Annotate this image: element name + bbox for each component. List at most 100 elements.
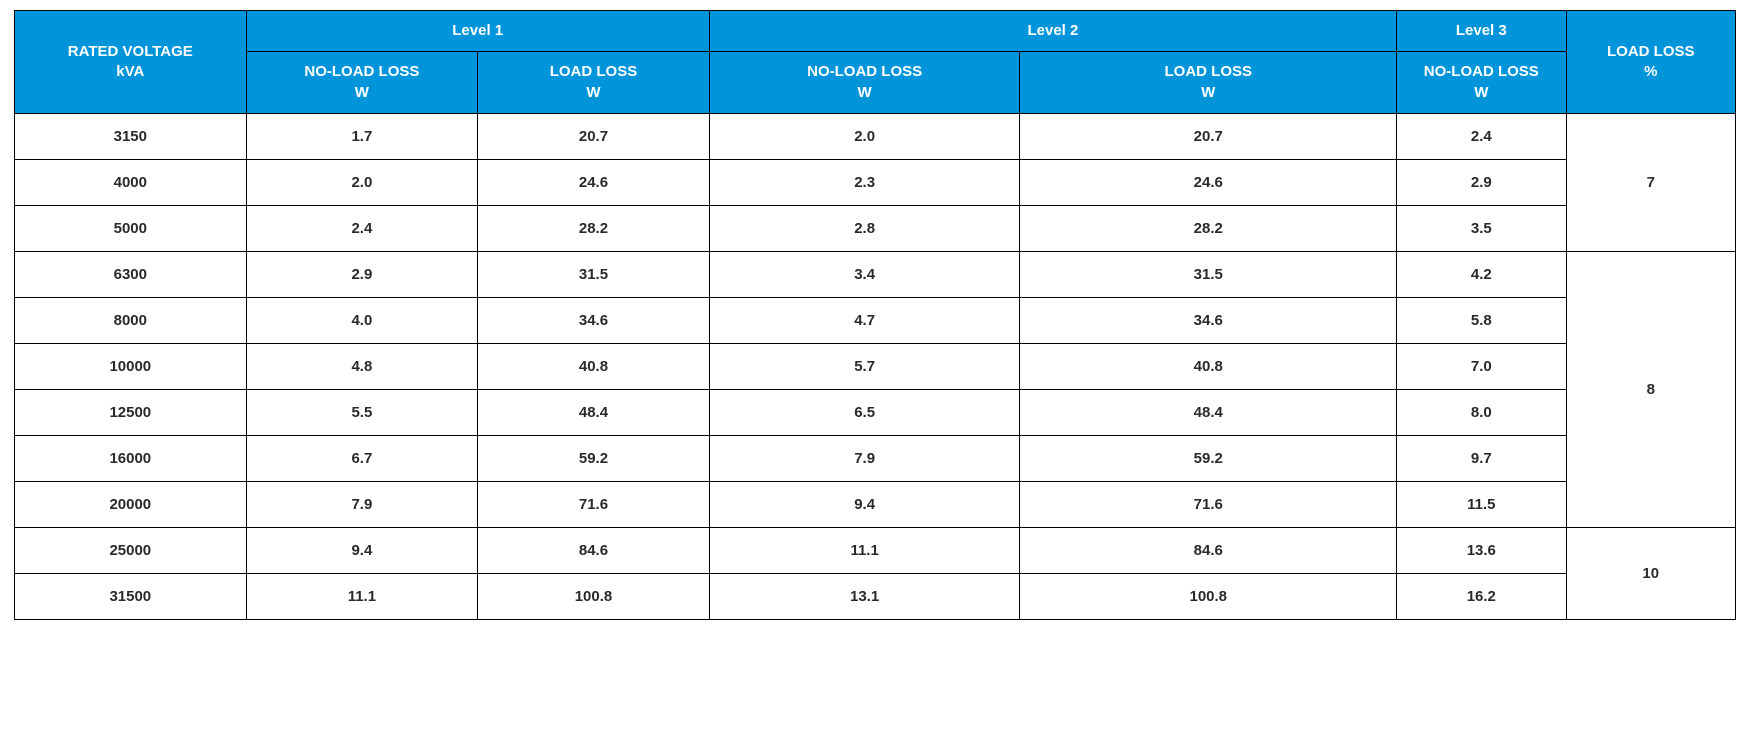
col-head-l2-noload: NO-LOAD LOSS W bbox=[709, 52, 1020, 114]
cell-load-loss-pct: 8 bbox=[1566, 251, 1735, 527]
col-head-rated-voltage: RATED VOLTAGE kVA bbox=[15, 11, 247, 114]
cell-l2-nl: 4.7 bbox=[709, 297, 1020, 343]
cell-kva: 10000 bbox=[15, 343, 247, 389]
cell-l2-ld: 40.8 bbox=[1020, 343, 1397, 389]
col-head-line: LOAD LOSS bbox=[1607, 43, 1695, 60]
cell-l3-nl: 13.6 bbox=[1397, 527, 1566, 573]
col-head-level3: Level 3 bbox=[1397, 11, 1566, 52]
cell-l3-nl: 3.5 bbox=[1397, 205, 1566, 251]
cell-kva: 4000 bbox=[15, 159, 247, 205]
cell-l1-nl: 6.7 bbox=[246, 435, 478, 481]
cell-kva: 3150 bbox=[15, 113, 247, 159]
cell-l1-nl: 5.5 bbox=[246, 389, 478, 435]
cell-l2-nl: 11.1 bbox=[709, 527, 1020, 573]
cell-l1-nl: 11.1 bbox=[246, 573, 478, 619]
cell-l2-nl: 2.3 bbox=[709, 159, 1020, 205]
cell-l2-nl: 7.9 bbox=[709, 435, 1020, 481]
col-head-line: LOAD LOSS bbox=[550, 63, 638, 80]
cell-l2-ld: 31.5 bbox=[1020, 251, 1397, 297]
col-head-level2: Level 2 bbox=[709, 11, 1396, 52]
cell-l3-nl: 9.7 bbox=[1397, 435, 1566, 481]
cell-l3-nl: 2.4 bbox=[1397, 113, 1566, 159]
cell-l1-ld: 84.6 bbox=[478, 527, 710, 573]
cell-kva: 20000 bbox=[15, 481, 247, 527]
cell-l2-ld: 24.6 bbox=[1020, 159, 1397, 205]
cell-l2-nl: 2.0 bbox=[709, 113, 1020, 159]
cell-l1-ld: 100.8 bbox=[478, 573, 710, 619]
cell-l2-nl: 5.7 bbox=[709, 343, 1020, 389]
cell-l2-ld: 28.2 bbox=[1020, 205, 1397, 251]
cell-l3-nl: 16.2 bbox=[1397, 573, 1566, 619]
cell-l1-ld: 31.5 bbox=[478, 251, 710, 297]
cell-l1-nl: 2.4 bbox=[246, 205, 478, 251]
col-head-line: W bbox=[716, 83, 1014, 103]
cell-kva: 16000 bbox=[15, 435, 247, 481]
col-head-line: RATED VOLTAGE bbox=[68, 43, 193, 60]
col-head-line: LOAD LOSS bbox=[1165, 63, 1253, 80]
cell-l2-ld: 71.6 bbox=[1020, 481, 1397, 527]
table-row: 160006.759.27.959.29.7 bbox=[15, 435, 1736, 481]
cell-load-loss-pct: 10 bbox=[1566, 527, 1735, 619]
cell-l1-ld: 24.6 bbox=[478, 159, 710, 205]
cell-l2-ld: 34.6 bbox=[1020, 297, 1397, 343]
col-head-l3-noload: NO-LOAD LOSS W bbox=[1397, 52, 1566, 114]
table-row: 200007.971.69.471.611.5 bbox=[15, 481, 1736, 527]
cell-l3-nl: 5.8 bbox=[1397, 297, 1566, 343]
cell-l3-nl: 2.9 bbox=[1397, 159, 1566, 205]
cell-l1-nl: 1.7 bbox=[246, 113, 478, 159]
cell-l1-ld: 48.4 bbox=[478, 389, 710, 435]
loss-table: RATED VOLTAGE kVA Level 1 Level 2 Level … bbox=[14, 10, 1736, 620]
col-head-l2-load: LOAD LOSS W bbox=[1020, 52, 1397, 114]
cell-l2-nl: 2.8 bbox=[709, 205, 1020, 251]
cell-load-loss-pct: 7 bbox=[1566, 113, 1735, 251]
cell-l3-nl: 4.2 bbox=[1397, 251, 1566, 297]
table-row: 3150011.1100.813.1100.816.2 bbox=[15, 573, 1736, 619]
cell-l1-nl: 2.0 bbox=[246, 159, 478, 205]
cell-kva: 31500 bbox=[15, 573, 247, 619]
cell-l3-nl: 8.0 bbox=[1397, 389, 1566, 435]
cell-kva: 6300 bbox=[15, 251, 247, 297]
table-row: 63002.931.53.431.54.28 bbox=[15, 251, 1736, 297]
cell-l1-nl: 2.9 bbox=[246, 251, 478, 297]
cell-l2-ld: 100.8 bbox=[1020, 573, 1397, 619]
cell-l2-ld: 20.7 bbox=[1020, 113, 1397, 159]
cell-l1-nl: 4.0 bbox=[246, 297, 478, 343]
cell-l1-ld: 28.2 bbox=[478, 205, 710, 251]
cell-l2-ld: 59.2 bbox=[1020, 435, 1397, 481]
cell-l1-ld: 40.8 bbox=[478, 343, 710, 389]
cell-l1-nl: 9.4 bbox=[246, 527, 478, 573]
cell-kva: 25000 bbox=[15, 527, 247, 573]
col-head-load-loss-pct: LOAD LOSS % bbox=[1566, 11, 1735, 114]
cell-l1-nl: 7.9 bbox=[246, 481, 478, 527]
col-head-line: NO-LOAD LOSS bbox=[807, 63, 922, 80]
col-head-level1: Level 1 bbox=[246, 11, 709, 52]
cell-l1-ld: 34.6 bbox=[478, 297, 710, 343]
cell-l2-nl: 9.4 bbox=[709, 481, 1020, 527]
cell-l3-nl: 11.5 bbox=[1397, 481, 1566, 527]
table-head: RATED VOLTAGE kVA Level 1 Level 2 Level … bbox=[15, 11, 1736, 114]
cell-kva: 8000 bbox=[15, 297, 247, 343]
cell-l2-nl: 6.5 bbox=[709, 389, 1020, 435]
col-head-line: W bbox=[484, 83, 703, 103]
cell-l1-ld: 20.7 bbox=[478, 113, 710, 159]
col-head-line: W bbox=[1403, 83, 1559, 103]
col-head-line: W bbox=[253, 83, 472, 103]
col-head-line: kVA bbox=[21, 62, 240, 82]
col-head-line: NO-LOAD LOSS bbox=[1424, 63, 1539, 80]
table-body: 31501.720.72.020.72.4740002.024.62.324.6… bbox=[15, 113, 1736, 619]
table-row: 40002.024.62.324.62.9 bbox=[15, 159, 1736, 205]
col-head-line: W bbox=[1026, 83, 1390, 103]
table-row: 125005.548.46.548.48.0 bbox=[15, 389, 1736, 435]
cell-l1-nl: 4.8 bbox=[246, 343, 478, 389]
table-row: 100004.840.85.740.87.0 bbox=[15, 343, 1736, 389]
table-row: 250009.484.611.184.613.610 bbox=[15, 527, 1736, 573]
cell-l3-nl: 7.0 bbox=[1397, 343, 1566, 389]
cell-l2-nl: 13.1 bbox=[709, 573, 1020, 619]
col-head-l1-noload: NO-LOAD LOSS W bbox=[246, 52, 478, 114]
cell-l1-ld: 71.6 bbox=[478, 481, 710, 527]
cell-kva: 12500 bbox=[15, 389, 247, 435]
cell-l2-nl: 3.4 bbox=[709, 251, 1020, 297]
cell-l2-ld: 48.4 bbox=[1020, 389, 1397, 435]
table-row: 31501.720.72.020.72.47 bbox=[15, 113, 1736, 159]
table-row: 50002.428.22.828.23.5 bbox=[15, 205, 1736, 251]
